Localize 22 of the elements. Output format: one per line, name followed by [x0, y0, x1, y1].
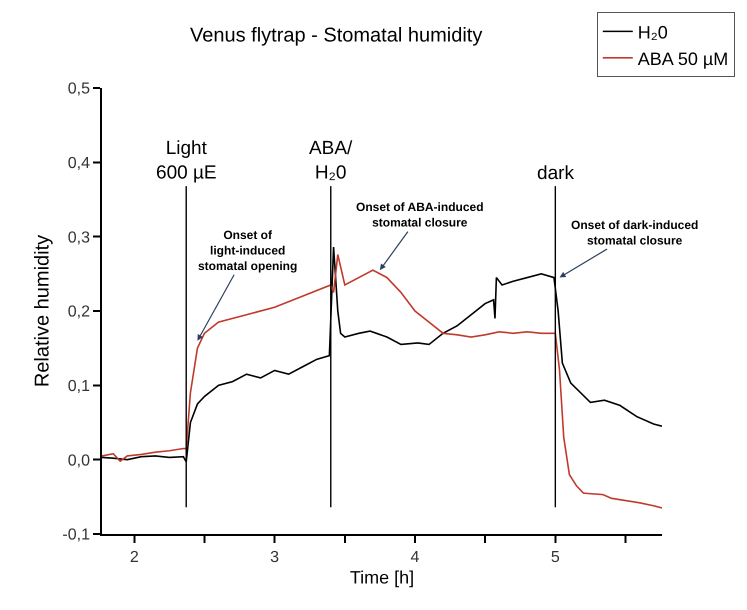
y-tick-label: 0,3: [68, 229, 90, 246]
x-tick-label: 4: [410, 549, 420, 566]
y-tick-label: 0,0: [68, 452, 90, 470]
y-tick-label: 0,4: [68, 154, 90, 172]
legend-label: H₂0: [638, 22, 668, 42]
y-tick-label: 0,2: [68, 304, 90, 321]
x-tick-label: 2: [130, 549, 139, 566]
y-axis-title: Relative humidity: [31, 234, 54, 388]
annotation: Onset of ABA-induced stomatal closure: [356, 200, 484, 230]
annotation: Onset of dark-induced stomatal closure: [571, 218, 698, 248]
ref-line-label: ABA/ H₂0: [309, 138, 354, 184]
y-tick-label: -0,1: [62, 526, 90, 544]
x-tick-label: 3: [270, 549, 280, 566]
ref-line-label: dark: [537, 163, 574, 184]
ref-line-label: Light 600 µE: [156, 138, 217, 184]
annotation: Onset of light-induced stomatal opening: [198, 228, 298, 274]
y-tick-label: 0,5: [68, 80, 90, 98]
chart-title: Venus flytrap - Stomatal humidity: [190, 24, 482, 46]
x-axis-title: Time [h]: [350, 568, 414, 588]
x-tick-label: 5: [550, 549, 560, 566]
y-tick-label: 0,1: [68, 378, 90, 395]
legend-label: ABA 50 µM: [638, 48, 728, 69]
